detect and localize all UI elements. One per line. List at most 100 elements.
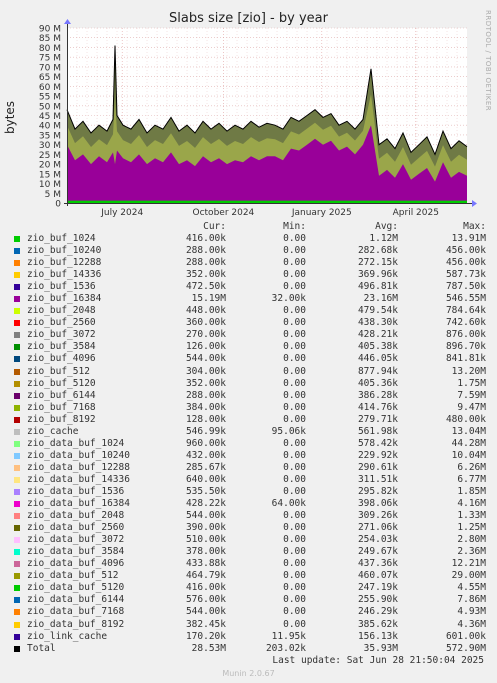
legend-swatch: [14, 236, 20, 242]
legend-name: zio_data_buf_14336: [27, 473, 130, 485]
legend-name: zio_buf_3072: [27, 329, 96, 341]
legend-row: zio_data_buf_6144 576.00k 0.00 255.90k 7.86M: [0, 594, 497, 606]
legend-max-value: 896.70k: [445, 341, 486, 353]
legend-row: zio_buf_8192 128.00k 0.00 279.71k 480.00k: [0, 414, 497, 426]
legend-name: zio_cache: [27, 425, 79, 437]
legend-min-value: 0.00: [283, 449, 306, 461]
y-tick-label: 55 M: [39, 93, 61, 103]
y-tick-label: 30 M: [39, 141, 61, 151]
legend-max-value: 29.00M: [451, 570, 486, 582]
legend-row: zio_buf_16384 15.19M 32.00k 23.16M 546.55M: [0, 293, 497, 305]
y-tick-label: 45 M: [39, 112, 61, 122]
legend-row: zio_data_buf_2560 390.00k 0.00 271.06k 1.25M: [0, 522, 497, 534]
legend-row: zio_buf_2048 448.00k 0.00 479.54k 784.64k: [0, 305, 497, 317]
legend-swatch: [14, 332, 20, 339]
legend-row: zio_data_buf_10240 432.00k 0.00 229.92k 10.0…: [0, 450, 497, 462]
legend-cur-value: 576.00k: [185, 594, 226, 606]
legend-max-value: 876.00k: [445, 329, 486, 341]
legend-avg-value: 249.67k: [357, 546, 398, 558]
legend-swatch: [14, 404, 20, 411]
legend-max-value: 7.59M: [457, 389, 486, 401]
legend-min-value: 0.00: [283, 606, 306, 618]
legend-name: zio_data_buf_512: [27, 570, 119, 582]
legend-avg-value: 23.16M: [363, 293, 398, 305]
munin-version: Munin 2.0.67: [222, 669, 275, 678]
legend-name: zio_buf_16384: [27, 293, 102, 305]
legend-avg-value: 446.05k: [357, 353, 398, 365]
y-tick-label: 75 M: [39, 54, 61, 64]
x-tick-label: July 2024: [100, 208, 143, 218]
y-tick-labels: 05 M10 M15 M20 M25 M30 M35 M40 M45 M50 M…: [39, 25, 61, 210]
legend-cur-value: 433.88k: [185, 558, 226, 570]
legend-cur-value: 384.00k: [185, 401, 226, 413]
legend-swatch: [14, 284, 20, 291]
legend-max-value: 4.36M: [457, 618, 486, 630]
legend-swatch: [14, 501, 20, 508]
legend-row: zio_buf_512 304.00k 0.00 877.94k 13.20M: [0, 366, 497, 378]
legend-avg-value: 414.76k: [357, 401, 398, 413]
legend-swatch: [14, 645, 20, 652]
legend-cur-value: 546.99k: [185, 425, 226, 437]
legend-cur-value: 464.79k: [185, 570, 226, 582]
legend-name: zio_buf_12288: [27, 257, 102, 269]
legend-cur-value: 378.00k: [185, 546, 226, 558]
legend-name: zio_data_buf_4096: [27, 558, 125, 570]
legend-cur-value: 416.00k: [185, 582, 226, 594]
legend-cur-value: 15.19M: [191, 293, 226, 305]
legend-max-value: 456.00k: [445, 245, 486, 257]
legend-min-value: 0.00: [283, 534, 306, 546]
legend-row: zio_buf_5120 352.00k 0.00 405.36k 1.75M: [0, 378, 497, 390]
legend-swatch: [14, 621, 20, 628]
col-max-header: Max:: [463, 221, 486, 232]
legend-name: zio_buf_512: [27, 365, 90, 377]
y-tick-label: 25 M: [39, 151, 61, 161]
legend-cur-value: 544.00k: [185, 353, 226, 365]
legend: zio_buf_1024 416.00k 0.00 1.12M 13.91M zio_bu…: [0, 233, 497, 655]
legend-avg-value: 1.12M: [369, 233, 398, 244]
legend-avg-value: 156.13k: [357, 630, 398, 642]
legend-cur-value: 428.22k: [185, 498, 226, 510]
legend-row: zio_data_buf_5120 416.00k 0.00 247.19k 4.55M: [0, 582, 497, 594]
x-tick-label: October 2024: [193, 208, 255, 218]
legend-avg-value: 479.54k: [357, 305, 398, 317]
legend-max-value: 6.26M: [457, 461, 486, 473]
legend-swatch: [14, 260, 20, 267]
legend-row: zio_data_buf_7168 544.00k 0.00 246.29k 4.93M: [0, 606, 497, 618]
legend-cur-value: 382.45k: [185, 618, 226, 630]
legend-header: Cur: Min: Avg: Max:: [0, 221, 497, 233]
y-tick-label: 70 M: [39, 63, 61, 73]
legend-swatch: [14, 609, 20, 616]
legend-row: Total 28.53M 203.02k 35.93M 572.90M: [0, 643, 497, 655]
legend-max-value: 742.60k: [445, 317, 486, 329]
legend-row: zio_buf_7168 384.00k 0.00 414.76k 9.47M: [0, 402, 497, 414]
legend-name: zio_buf_10240: [27, 245, 102, 257]
legend-avg-value: 295.82k: [357, 485, 398, 497]
legend-min-value: 0.00: [283, 413, 306, 425]
legend-max-value: 4.93M: [457, 606, 486, 618]
legend-row: zio_cache 546.99k 95.06k 561.98k 13.04M: [0, 426, 497, 438]
legend-name: zio_buf_2560: [27, 317, 96, 329]
y-tick-label: 5 M: [45, 190, 61, 200]
legend-min-value: 203.02k: [265, 642, 306, 654]
data-areas: [66, 45, 468, 203]
legend-min-value: 0.00: [283, 317, 306, 329]
y-tick-label: 65 M: [39, 73, 61, 83]
legend-cur-value: 360.00k: [185, 317, 226, 329]
legend-min-value: 0.00: [283, 546, 306, 558]
legend-swatch: [14, 537, 20, 544]
legend-avg-value: 405.36k: [357, 377, 398, 389]
y-tick-label: 85 M: [39, 34, 61, 44]
legend-max-value: 841.81k: [445, 353, 486, 365]
legend-row: zio_data_buf_3072 510.00k 0.00 254.03k 2.80M: [0, 534, 497, 546]
y-tick-label: 35 M: [39, 131, 61, 141]
area-zio-buf-16384: [67, 125, 467, 203]
legend-max-value: 4.16M: [457, 498, 486, 510]
legend-swatch: [14, 452, 20, 459]
legend-name: zio_data_buf_16384: [27, 498, 130, 510]
legend-avg-value: 438.30k: [357, 317, 398, 329]
legend-name: zio_link_cache: [27, 630, 108, 642]
legend-swatch: [14, 308, 20, 315]
legend-min-value: 0.00: [283, 473, 306, 485]
legend-swatch: [14, 320, 20, 327]
legend-row: zio_link_cache 170.20k 11.95k 156.13k 601.00…: [0, 631, 497, 643]
